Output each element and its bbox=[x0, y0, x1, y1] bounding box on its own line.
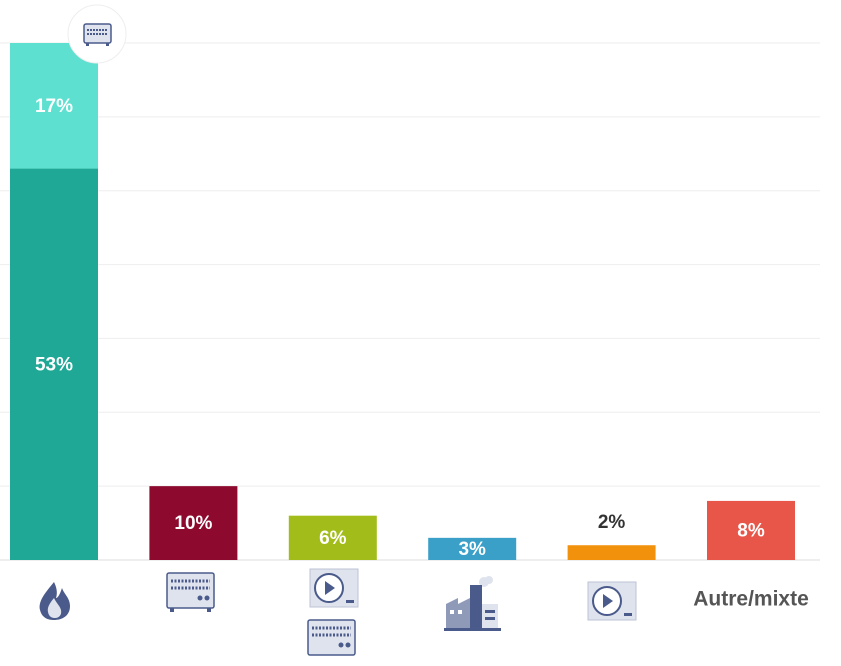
value-label: 17% bbox=[35, 96, 73, 117]
badge bbox=[67, 4, 127, 64]
factory-icon bbox=[444, 576, 501, 631]
heatpump-radiator-icon bbox=[307, 568, 359, 656]
value-label: 2% bbox=[598, 512, 626, 533]
flame-icon bbox=[39, 582, 70, 620]
value-label: 8% bbox=[737, 520, 765, 541]
bar bbox=[707, 500, 795, 560]
grid bbox=[0, 42, 820, 561]
bar bbox=[10, 168, 98, 561]
bars: 53% 17% 10% 6% 3% 2% 8% bbox=[10, 43, 795, 561]
value-label: 53% bbox=[35, 354, 73, 375]
value-label: 6% bbox=[319, 528, 347, 549]
x-tick-label: Autre/mixte bbox=[693, 588, 809, 611]
value-label: 10% bbox=[174, 513, 212, 534]
bar bbox=[149, 486, 238, 560]
bar bbox=[10, 43, 98, 169]
heatpump-icon bbox=[587, 581, 637, 621]
bar bbox=[428, 537, 517, 560]
radiator-icon bbox=[166, 572, 215, 612]
bar bbox=[567, 545, 656, 560]
value-label: 3% bbox=[458, 539, 486, 560]
bar bbox=[288, 515, 377, 560]
